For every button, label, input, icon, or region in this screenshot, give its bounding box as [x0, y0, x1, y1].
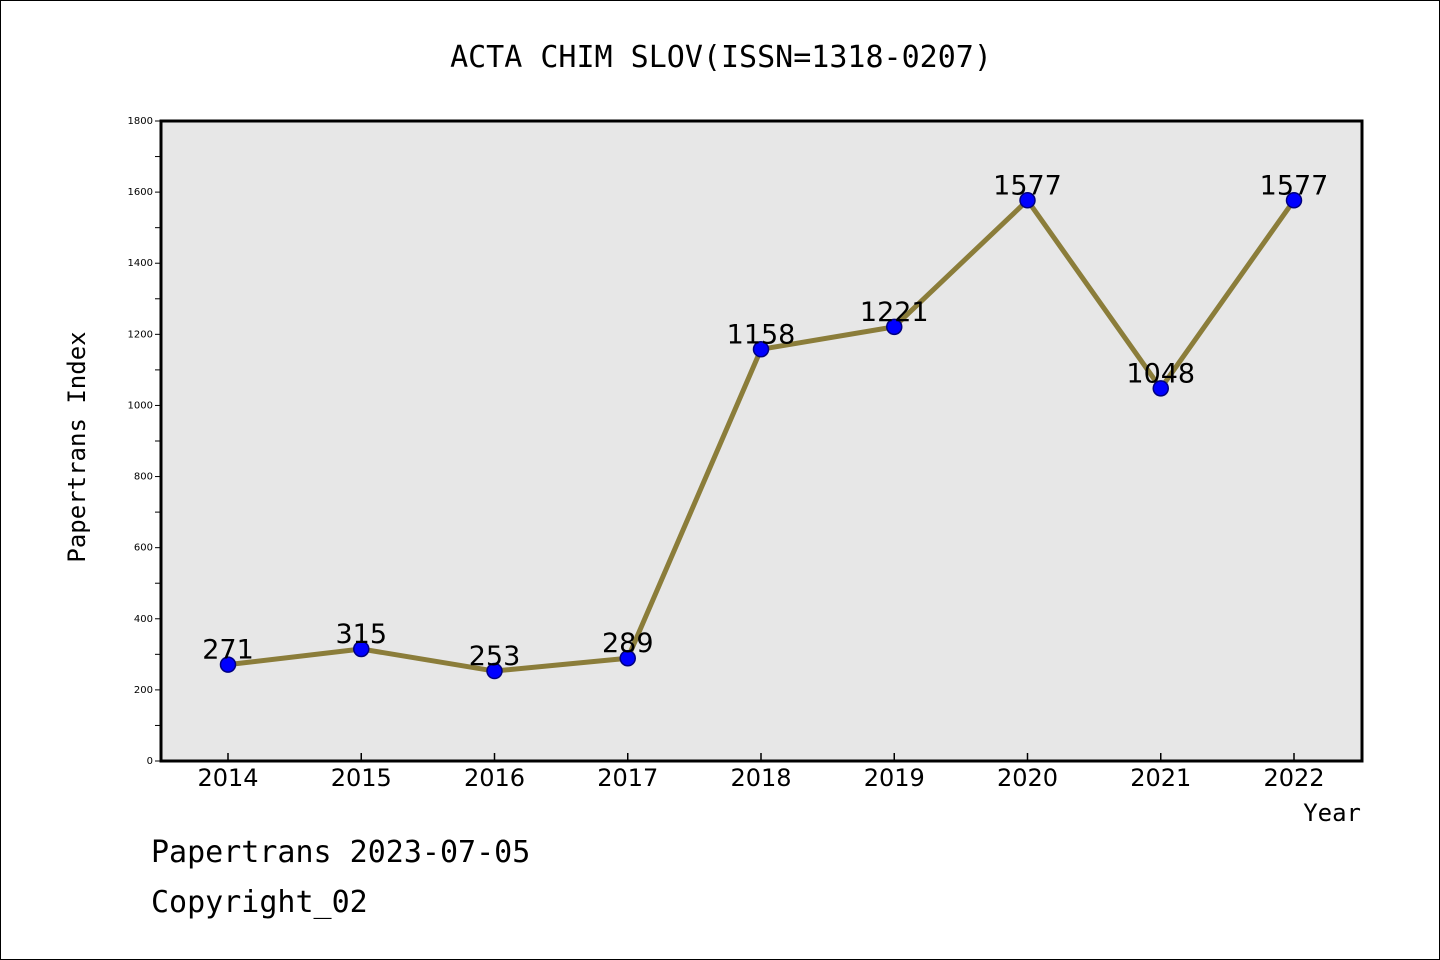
data-label: 289: [602, 628, 654, 659]
data-point: [1152, 380, 1169, 397]
y-tick-label: 1200: [128, 329, 153, 340]
series-layer: 271 315 253 289 1158 1221 1577 1048 1577: [202, 170, 1329, 680]
x-tick-label: 2016: [464, 764, 525, 792]
footer-date-text: Papertrans 2023-07-05: [151, 835, 531, 870]
x-tick-label: 2019: [864, 764, 925, 792]
data-label: 1577: [993, 170, 1062, 201]
x-tick-label: 2018: [730, 764, 791, 792]
y-tick-label: 400: [134, 614, 153, 625]
y-tick-label: 1000: [128, 400, 153, 411]
y-tick-label: 800: [134, 472, 153, 483]
y-axis: 0 200 400 600 800 1000 1200 1400 1600 1800: [128, 116, 161, 767]
y-axis-label: Papertrans Index: [63, 331, 91, 562]
y-tick-label: 600: [134, 543, 153, 554]
data-label: 1221: [860, 297, 929, 328]
data-point: [1019, 192, 1036, 209]
data-point: [219, 656, 237, 673]
data-label: 1158: [727, 319, 796, 350]
x-tick-label: 2022: [1263, 764, 1324, 792]
data-point: [353, 640, 370, 658]
x-axis: 2014 2015 2016 2017 2018 2019 2020 2021 2022: [197, 753, 1325, 792]
data-point: [1285, 192, 1303, 209]
y-tick-label: 1600: [128, 187, 153, 198]
data-point: [486, 662, 503, 680]
footer-copyright-text: Copyright_02: [151, 885, 368, 920]
data-label: 1048: [1126, 358, 1195, 389]
data-label: 1577: [1260, 170, 1329, 201]
y-tick-label: 1400: [128, 258, 153, 269]
y-tick-label: 1800: [128, 116, 153, 127]
data-point: [752, 341, 770, 358]
x-tick-label: 2014: [197, 764, 258, 792]
data-label: 271: [202, 635, 254, 666]
x-tick-label: 2015: [331, 764, 392, 792]
x-tick-label: 2021: [1130, 764, 1191, 792]
data-point: [886, 318, 903, 336]
data-point: [619, 649, 636, 667]
x-tick-label: 2020: [997, 764, 1058, 792]
plot-area: [159, 119, 1364, 763]
y-tick-label: 200: [134, 685, 153, 696]
chart-title: ACTA CHIM SLOV(ISSN=1318-0207): [450, 40, 992, 75]
x-tick-label: 2017: [597, 764, 658, 792]
x-axis-label: Year: [1303, 799, 1361, 827]
y-tick-label: 0: [147, 756, 153, 767]
data-label: 253: [469, 641, 521, 672]
data-label: 315: [335, 619, 387, 650]
